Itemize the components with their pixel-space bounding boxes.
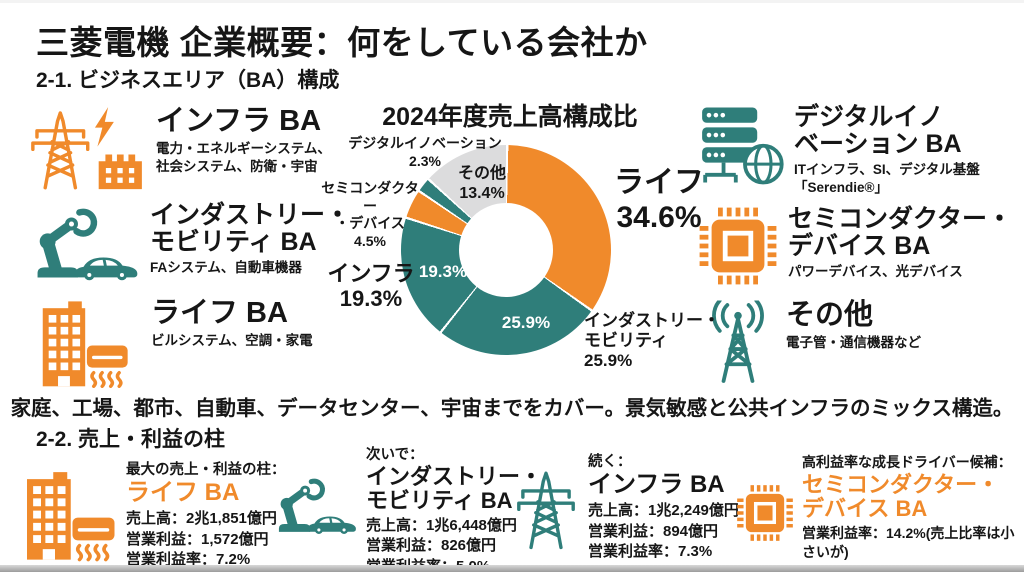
chart-title: 2024年度売上高構成比 (382, 103, 638, 131)
pillar-industry-mobility: 次いで： インダストリー・ モビリティ BA 売上高：1兆6,448億円 営業利… (270, 443, 542, 572)
summary-band: 家庭、工場、都市、自動車、データセンター、宇宙までをカバー。景気敏感と公共インフ… (10, 397, 1014, 420)
ba-title: デジタルイノ ベーション BA (794, 103, 962, 158)
pillar-name: ライフ BA (126, 479, 240, 506)
pillar-name: インダストリー・ モビリティ BA (366, 464, 543, 513)
ba-item-infra: インフラ BA 電力・エネルギーシステム、 社会システム、防衛・宇宙 (26, 105, 331, 199)
ba-item-life: ライフ BA ビルシステム、空調・家電 (26, 297, 313, 393)
chart-label-infra: インフラ 19.3% (327, 261, 415, 311)
pillar-semiconductor: 高利益率な成長ドライバー候補： セミコンダクター・ デバイス BA 営業利益率：… (736, 452, 1024, 563)
semiconductor-chip-icon (736, 468, 794, 563)
ba-desc: パワーデバイス、光デバイス (788, 264, 963, 279)
pillar-intro: 高利益率な成長ドライバー候補： (802, 454, 1012, 470)
chart-inner-label-industry: 25.9% (501, 313, 551, 332)
building-aircon-icon (20, 468, 118, 567)
chart-inner-label-infra: 19.3% (418, 262, 468, 281)
pillar-stats: 売上高：1兆2,249億円 営業利益：894億円 営業利益率：7.3% (588, 501, 739, 561)
ba-desc: 電子管・通信機器など (786, 335, 921, 351)
ba-item-digital-innovation: デジタルイノ ベーション BA ITインフラ、SI、デジタル基盤 「Serend… (696, 104, 980, 196)
ba-title: その他 (786, 299, 874, 331)
chart-label-digital-innovation: デジタルイノベーション 2.3% (348, 135, 502, 170)
ba-desc: ビルシステム、空調・家電 (151, 333, 313, 349)
pillar-intro: 続く： (588, 454, 632, 470)
power-tower-bolt-factory-icon (26, 106, 146, 199)
donut (401, 145, 611, 355)
pillar-stats: 営業利益率：14.2%(売上比率は小さいが) (802, 524, 1015, 560)
bottom-edge-strip (0, 565, 1024, 572)
ba-title: インフラ BA (156, 105, 322, 137)
page-title: 三菱電機 企業概要：何をしている会社か (36, 24, 648, 61)
pillar-stats: 売上高：2兆1,851億円 営業利益：1,572億円 営業利益率：7.2% (126, 509, 277, 569)
ba-item-industry-mobility: インダストリー・ モビリティ BA FAシステム、自動車機器 (26, 202, 350, 291)
pillar-name: セミコンダクター・ デバイス BA (802, 472, 1000, 521)
section-2-1-heading: 2-1. ビジネスエリア（BA）構成 (36, 69, 340, 92)
chart-label-other: その他 13.4% (457, 165, 506, 202)
top-edge-strip (0, 0, 1024, 3)
chart-label-semiconductor: セミコンダクター ・デバイス 4.5% (321, 180, 419, 249)
pillar-life: 最大の売上・利益の柱： ライフ BA 売上高：2兆1,851億円 営業利益：1,… (20, 458, 286, 571)
robot-arm-car-icon (26, 202, 140, 291)
ba-desc: FAシステム、自動車機器 (150, 260, 302, 275)
ba-title: インダストリー・ モビリティ BA (150, 201, 351, 256)
power-tower-icon (512, 458, 580, 567)
pillar-name: インフラ BA (588, 471, 725, 498)
chart-label-industry: インダストリー・ モビリティ 25.9% (584, 311, 720, 371)
ba-desc: 電力・エネルギーシステム、 社会システム、防衛・宇宙 (156, 141, 331, 174)
pillar-intro: 次いで： (366, 447, 424, 463)
ba-item-semiconductor: セミコンダクター・ デバイス BA パワーデバイス、光デバイス (698, 206, 1012, 291)
donut-hole (459, 203, 553, 297)
chart-label-life: ライフ 34.6% (614, 166, 704, 234)
building-aircon-icon (26, 298, 141, 393)
ba-desc: ITインフラ、SI、デジタル基盤 「Serendie®」 (794, 162, 980, 195)
ba-title: セミコンダクター・ デバイス BA (788, 205, 1013, 260)
pillar-stats: 売上高：1兆6,448億円 営業利益：826億円 営業利益率：5.0% (366, 516, 517, 572)
pillar-infra: 続く： インフラ BA 売上高：1兆2,249億円 営業利益：894億円 営業利… (512, 450, 739, 567)
robot-arm-car-icon (270, 473, 358, 544)
pillar-intro: 最大の売上・利益の柱： (126, 462, 286, 478)
section-2-2-heading: 2-2. 売上・利益の柱 (36, 428, 226, 451)
ba-item-other: その他 電子管・通信機器など (700, 300, 921, 391)
ba-title: ライフ BA (151, 297, 288, 329)
